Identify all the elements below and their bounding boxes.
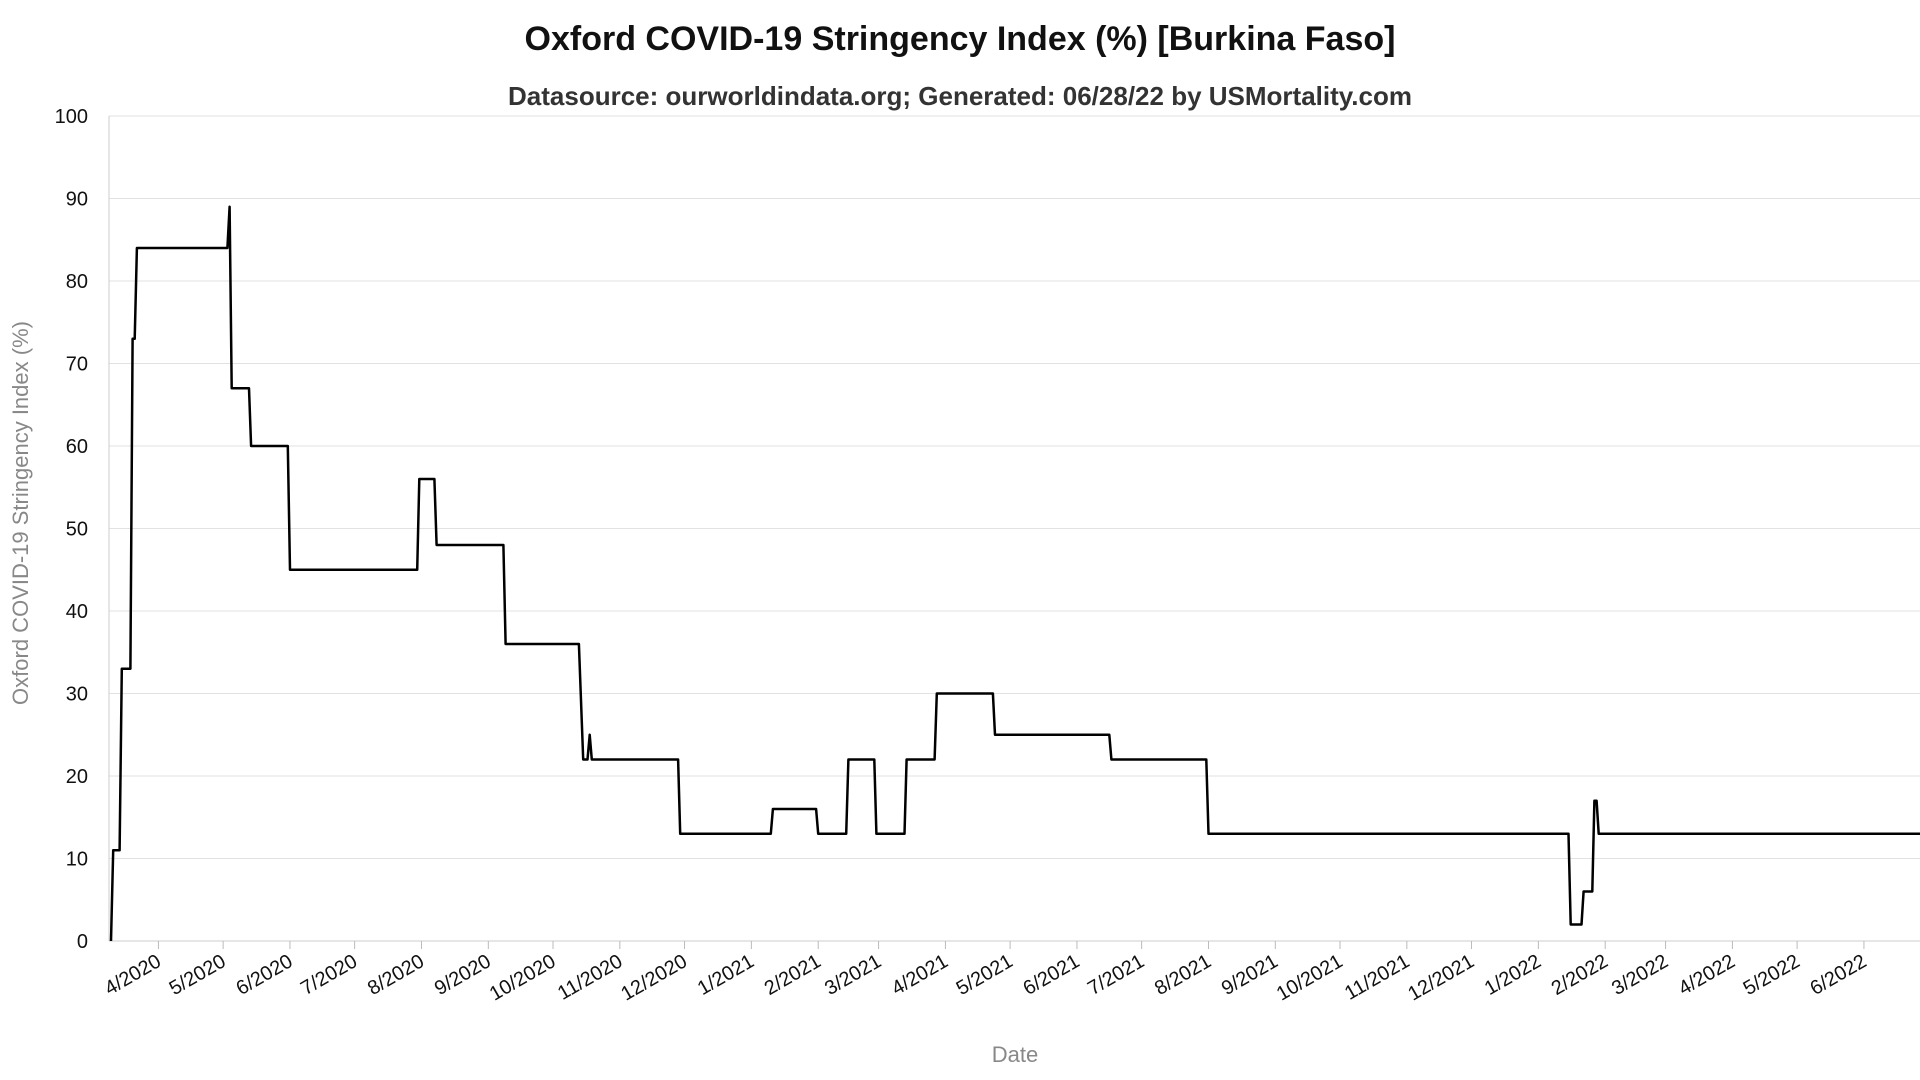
y-tick-label: 70 — [66, 354, 88, 376]
x-tick-label: 11/2020 — [554, 950, 626, 1004]
y-tick-label: 60 — [66, 436, 88, 458]
y-tick-label: 0 — [77, 931, 88, 953]
y-tick-labels: 0 10 20 30 40 50 60 70 80 90 100 — [55, 106, 88, 953]
gridlines — [109, 115, 1920, 859]
axes — [108, 116, 1920, 949]
x-tick-label: 1/2022 — [1481, 950, 1545, 1000]
x-tick-label: 8/2020 — [364, 950, 428, 1000]
x-tick-labels: 4/2020 5/2020 6/2020 7/2020 8/2020 9/202010/2… — [101, 950, 1870, 1005]
x-tick-label: 9/2021 — [1218, 950, 1282, 1000]
y-tick-label: 100 — [55, 106, 88, 128]
x-tick-label: 10/2020 — [486, 950, 560, 1005]
chart-subtitle: Datasource: ourworldindata.org; Generate… — [508, 81, 1412, 111]
x-tick-label: 5/2022 — [1740, 950, 1804, 1000]
x-tick-label: 6/2022 — [1806, 950, 1870, 1000]
y-tick-label: 10 — [66, 849, 88, 871]
y-tick-label: 20 — [66, 766, 88, 788]
x-tick-label: 4/2022 — [1675, 950, 1739, 1000]
x-tick-label: 4/2021 — [888, 950, 952, 1000]
x-tick-label: 12/2021 — [1404, 950, 1478, 1005]
x-tick-label: 5/2021 — [953, 950, 1017, 1000]
series-line — [109, 205, 1920, 942]
x-tick-label: 3/2022 — [1608, 950, 1672, 1000]
y-tick-label: 50 — [66, 519, 88, 541]
x-tick-label: 10/2021 — [1273, 950, 1347, 1005]
y-tick-label: 40 — [66, 601, 88, 623]
y-tick-label: 80 — [66, 271, 88, 293]
y-axis-label: Oxford COVID-19 Stringency Index (%) — [8, 321, 33, 705]
x-tick-label: 7/2020 — [297, 950, 361, 1000]
series-layer — [109, 205, 1920, 942]
x-tick-label: 8/2021 — [1151, 950, 1215, 1000]
x-tick-label: 5/2020 — [166, 950, 230, 1000]
y-tick-label: 90 — [66, 189, 88, 211]
x-tick-label: 11/2021 — [1341, 950, 1413, 1004]
x-tick-label: 7/2021 — [1084, 950, 1148, 1000]
x-tick-label: 4/2020 — [101, 950, 165, 1000]
y-tick-label: 30 — [66, 684, 88, 706]
x-tick-label: 3/2021 — [821, 950, 885, 1000]
x-tick-label: 6/2020 — [232, 950, 296, 1000]
x-tick-label: 12/2020 — [617, 950, 691, 1005]
x-tick-label: 1/2021 — [694, 950, 758, 1000]
chart-title: Oxford COVID-19 Stringency Index (%) [Bu… — [525, 20, 1396, 58]
x-axis-label: Date — [992, 1042, 1038, 1067]
x-tick-label: 6/2021 — [1019, 950, 1083, 1000]
x-tick-label: 2/2022 — [1548, 950, 1612, 1000]
x-tick-label: 2/2021 — [761, 950, 825, 1000]
x-tick-label: 9/2020 — [431, 950, 495, 1000]
